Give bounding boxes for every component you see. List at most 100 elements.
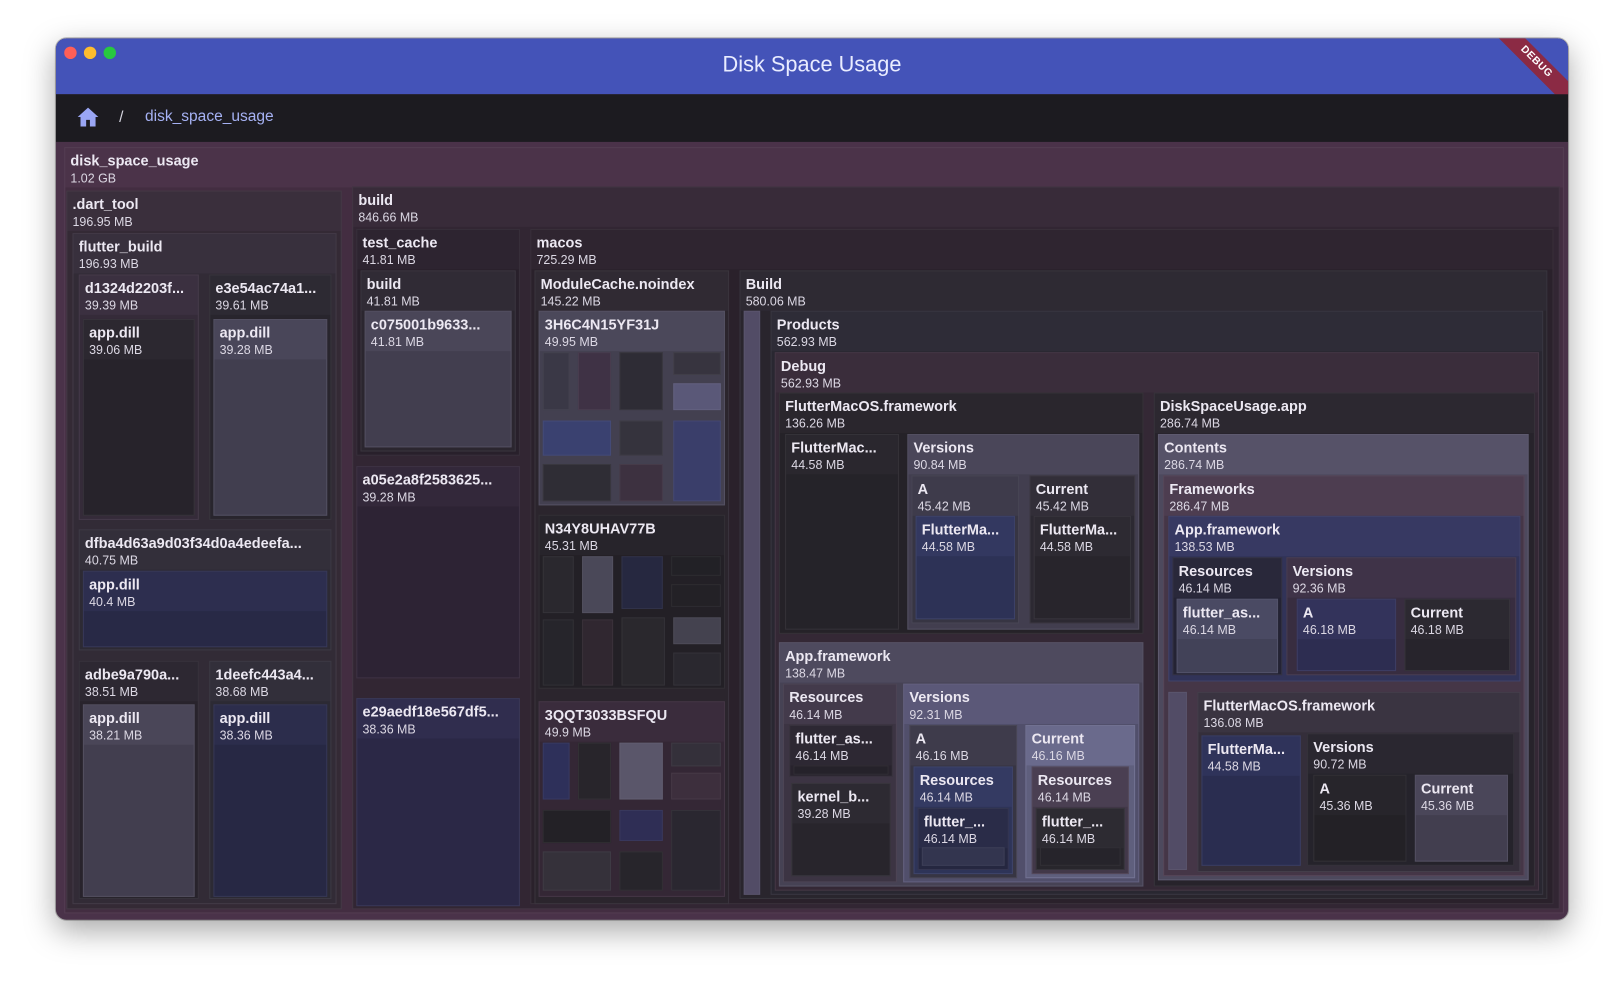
node-header: flutter_... 46.14 MB bbox=[919, 809, 1008, 848]
node-header: e3e54ac74a1... 39.61 MB bbox=[210, 275, 330, 314]
treemap-tile[interactable] bbox=[542, 463, 612, 502]
node-name: A bbox=[1319, 779, 1330, 797]
treemap-tile[interactable] bbox=[671, 556, 721, 576]
node-header: Resources 46.14 MB bbox=[784, 685, 896, 724]
node-body bbox=[1177, 639, 1278, 673]
minimize-button[interactable] bbox=[83, 46, 97, 60]
node-size: 39.61 MB bbox=[215, 298, 269, 313]
treemap-node[interactable]: Current 46.18 MB bbox=[1404, 598, 1511, 672]
treemap-tile[interactable] bbox=[673, 352, 721, 375]
close-button[interactable] bbox=[64, 46, 77, 60]
treemap-strip[interactable] bbox=[793, 765, 889, 775]
treemap-tile[interactable] bbox=[542, 809, 612, 844]
node-body bbox=[365, 351, 511, 447]
treemap-node[interactable]: e29aedf18e567df5... 38.36 MB bbox=[356, 698, 520, 907]
treemap-tile[interactable] bbox=[619, 463, 663, 502]
treemap-tile[interactable] bbox=[619, 851, 663, 891]
breadcrumb-current[interactable]: disk_space_usage bbox=[144, 107, 274, 126]
node-header: Build 580.06 MB bbox=[741, 271, 1547, 310]
treemap-node[interactable]: FlutterMa... 44.58 MB bbox=[1033, 515, 1131, 620]
treemap-node[interactable]: FlutterMa... 44.58 MB bbox=[1201, 735, 1301, 866]
node-name: build bbox=[366, 275, 402, 293]
treemap-node[interactable]: FlutterMac... 44.58 MB bbox=[785, 433, 899, 630]
treemap-tile[interactable] bbox=[671, 809, 721, 891]
node-header: Current 45.36 MB bbox=[1416, 776, 1507, 815]
node-size: 286.47 MB bbox=[1169, 499, 1230, 514]
treemap-tile[interactable] bbox=[542, 851, 612, 891]
treemap-tile[interactable] bbox=[542, 352, 570, 411]
breadcrumb-separator: / bbox=[119, 108, 124, 127]
treemap-node[interactable]: a05e2a8f2583625... 39.28 MB bbox=[356, 466, 520, 679]
node-name: Versions bbox=[909, 688, 970, 706]
node-header: A 45.36 MB bbox=[1314, 776, 1405, 815]
treemap-strip[interactable] bbox=[743, 310, 761, 895]
node-header: a05e2a8f2583625... 39.28 MB bbox=[357, 467, 519, 506]
node-size: 46.18 MB bbox=[1302, 622, 1357, 637]
treemap-strip[interactable] bbox=[1039, 847, 1121, 866]
treemap-tile[interactable] bbox=[621, 556, 663, 609]
home-icon[interactable] bbox=[77, 107, 100, 128]
treemap-node[interactable]: app.dill 38.21 MB bbox=[82, 704, 195, 897]
treemap-strip[interactable] bbox=[1168, 691, 1187, 870]
treemap-tile[interactable] bbox=[673, 652, 721, 686]
node-size: 46.14 MB bbox=[1041, 831, 1096, 847]
treemap-tile[interactable] bbox=[673, 383, 721, 411]
node-header: flutter_as... 46.14 MB bbox=[1178, 600, 1277, 639]
treemap-node[interactable]: Current 45.36 MB bbox=[1414, 774, 1508, 862]
node-name: build bbox=[358, 191, 393, 209]
treemap-tile[interactable] bbox=[671, 742, 721, 767]
treemap-node[interactable]: app.dill 39.28 MB bbox=[213, 318, 328, 516]
node-name: Versions bbox=[1292, 562, 1354, 579]
node-header: app.dill 38.36 MB bbox=[214, 705, 326, 744]
treemap-node[interactable]: A 46.18 MB bbox=[1296, 598, 1397, 672]
treemap-tile[interactable] bbox=[619, 352, 663, 411]
node-header: Products 562.93 MB bbox=[772, 312, 1543, 351]
node-size: 196.95 MB bbox=[72, 214, 133, 229]
treemap-tile[interactable] bbox=[673, 420, 721, 502]
node-name: Resources bbox=[1178, 562, 1253, 579]
node-size: 46.14 MB bbox=[1182, 622, 1236, 637]
node-name: Versions bbox=[1313, 738, 1374, 756]
treemap-tile[interactable] bbox=[621, 617, 665, 686]
node-name: flutter_as... bbox=[795, 730, 873, 747]
treemap-tile[interactable] bbox=[673, 617, 721, 645]
treemap-tile[interactable] bbox=[582, 556, 614, 614]
treemap-node[interactable]: app.dill 38.36 MB bbox=[213, 704, 328, 897]
node-header: build 41.81 MB bbox=[361, 271, 514, 310]
treemap-node[interactable]: flutter_as... 46.14 MB bbox=[1176, 598, 1279, 674]
treemap-tile[interactable] bbox=[542, 619, 574, 686]
node-name: 3H6C4N15YF31J bbox=[544, 315, 660, 333]
node-header: Current 46.16 MB bbox=[1026, 726, 1134, 765]
treemap-tile[interactable] bbox=[619, 809, 663, 841]
treemap-tile[interactable] bbox=[671, 584, 721, 607]
treemap-node[interactable]: FlutterMa... 44.58 MB bbox=[915, 515, 1015, 620]
node-body bbox=[786, 474, 898, 629]
treemap-tile[interactable] bbox=[542, 420, 612, 456]
node-size: 46.16 MB bbox=[1031, 748, 1085, 764]
node-name: flutter_as... bbox=[1182, 603, 1261, 621]
treemap-tile[interactable] bbox=[582, 619, 614, 686]
node-size: 725.29 MB bbox=[536, 252, 597, 268]
node-header: Frameworks 286.47 MB bbox=[1164, 476, 1523, 515]
node-size: 136.26 MB bbox=[785, 416, 846, 431]
treemap-tile[interactable] bbox=[671, 772, 721, 800]
treemap-node[interactable]: kernel_b... 39.28 MB bbox=[791, 782, 891, 877]
treemap-node[interactable]: A 45.36 MB bbox=[1313, 774, 1407, 862]
treemap-node[interactable]: app.dill 40.4 MB bbox=[82, 570, 328, 648]
treemap-tile[interactable] bbox=[619, 420, 663, 456]
treemap-node[interactable]: app.dill 39.06 MB bbox=[82, 318, 195, 516]
node-name: Current bbox=[1420, 779, 1474, 797]
node-size: 41.81 MB bbox=[366, 294, 420, 309]
treemap-node[interactable]: c075001b9633... 41.81 MB bbox=[364, 310, 512, 448]
node-name: A bbox=[915, 730, 927, 747]
treemap-tile[interactable] bbox=[619, 742, 663, 800]
node-size: 136.08 MB bbox=[1203, 715, 1264, 731]
node-name: 1deefc443a4... bbox=[215, 665, 314, 683]
treemap-strip[interactable] bbox=[921, 847, 1005, 866]
maximize-button[interactable] bbox=[103, 46, 116, 60]
treemap-tile[interactable] bbox=[577, 352, 612, 411]
node-header: ModuleCache.noindex 145.22 MB bbox=[535, 271, 728, 310]
treemap-tile[interactable] bbox=[542, 556, 574, 614]
treemap-tile[interactable] bbox=[542, 742, 570, 800]
treemap-tile[interactable] bbox=[577, 742, 612, 800]
